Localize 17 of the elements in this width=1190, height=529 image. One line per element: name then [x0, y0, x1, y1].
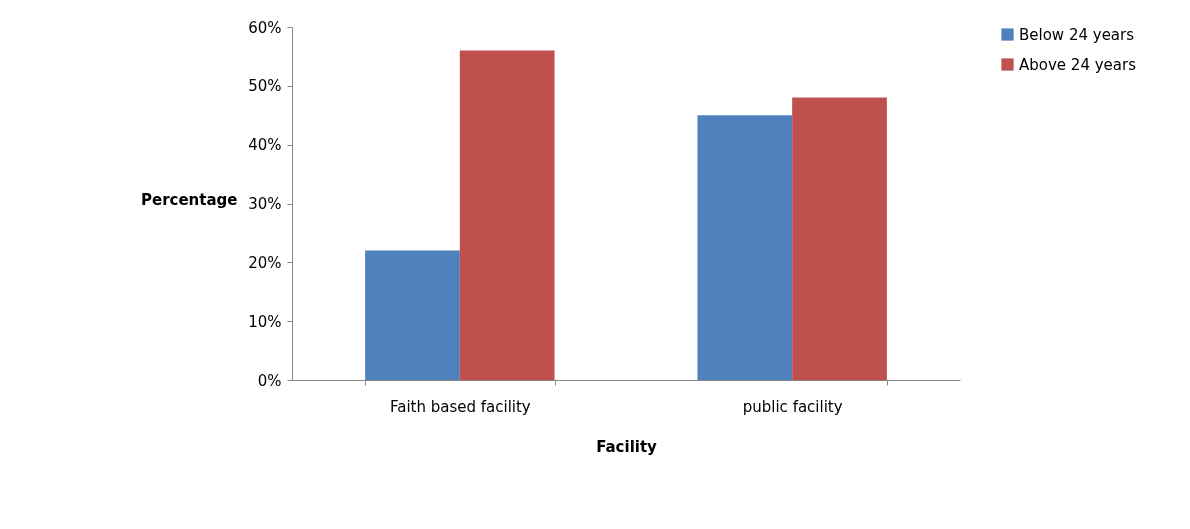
x-tick-label: Faith based facility [389, 397, 531, 416]
bar [792, 97, 887, 380]
legend-label: Below 24 years [1019, 25, 1135, 44]
legend-label: Above 24 years [1019, 55, 1137, 74]
y-axis-title: Percentage [140, 190, 238, 209]
bar [459, 50, 555, 380]
x-axis-title: Facility [596, 437, 658, 456]
y-tick-label: 0% [257, 371, 282, 390]
bar [365, 250, 460, 380]
y-tick-label: 30% [248, 195, 282, 213]
y-tick-label: 20% [248, 253, 282, 272]
y-tick-label: 10% [248, 312, 282, 331]
y-tick-label: 50% [248, 77, 282, 96]
y-tick-label: 60% [248, 18, 282, 37]
x-tick-label: public facility [742, 397, 843, 416]
y-tick-label: 40% [248, 136, 282, 155]
bar [697, 115, 793, 380]
